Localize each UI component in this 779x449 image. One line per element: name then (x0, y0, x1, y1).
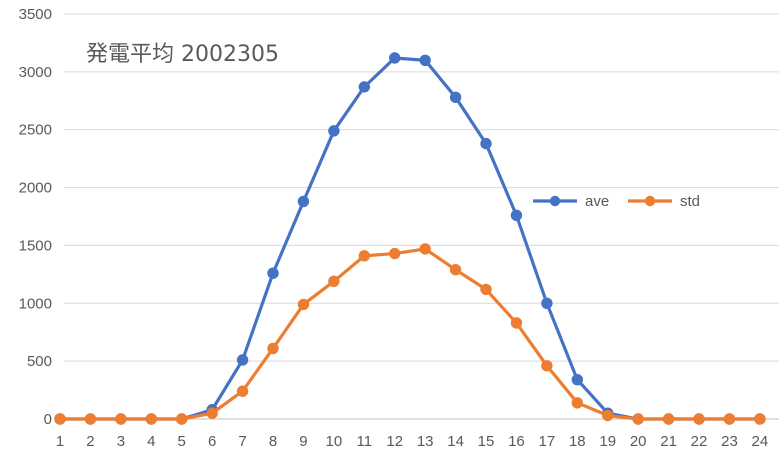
series-line-std (58, 247, 762, 421)
legend-swatch-marker (549, 195, 561, 207)
x-tick-label: 17 (539, 433, 556, 449)
data-point-ave (571, 373, 584, 386)
legend-item-ave: ave (533, 193, 609, 210)
x-tick-label: 22 (691, 433, 708, 449)
x-tick-label: 3 (117, 433, 125, 449)
data-point-std (328, 275, 340, 287)
data-point-std (602, 409, 614, 422)
x-tick-label: 14 (447, 433, 464, 449)
data-point-ave (541, 297, 553, 309)
x-tick-label: 12 (386, 433, 403, 449)
x-tick-label: 1 (56, 433, 64, 449)
y-tick-label: 2500 (19, 122, 52, 139)
data-point-std (723, 413, 736, 425)
data-point-ave (510, 209, 523, 222)
data-point-std (84, 413, 97, 425)
x-tick-label: 8 (269, 433, 277, 449)
data-point-ave (297, 195, 310, 208)
x-tick-label: 16 (508, 433, 525, 449)
data-point-std (176, 413, 188, 425)
data-point-ave (328, 125, 340, 137)
x-tick-label: 9 (299, 433, 307, 449)
legend: ave std (533, 193, 700, 210)
x-tick-label: 11 (357, 433, 373, 449)
x-tick-label: 13 (417, 433, 434, 449)
x-tick-label: 6 (208, 433, 216, 449)
data-point-std (115, 413, 127, 425)
data-point-std (662, 413, 675, 425)
data-point-ave (449, 91, 462, 104)
x-tick-label: 10 (326, 433, 343, 449)
data-point-std (449, 264, 462, 276)
legend-swatch-marker (644, 195, 656, 207)
data-point-std (54, 413, 66, 425)
data-point-ave (358, 81, 370, 93)
legend-item-std: std (628, 193, 700, 210)
series-line-ave (58, 56, 762, 421)
y-tick-label: 1500 (19, 237, 52, 254)
data-point-std (480, 283, 492, 296)
data-point-std (510, 317, 523, 329)
x-tick-label: 19 (599, 433, 616, 449)
data-point-std (145, 413, 157, 425)
data-point-std (267, 342, 279, 355)
data-point-std (419, 243, 431, 255)
x-tick-label: 2 (86, 433, 94, 449)
data-point-std (236, 385, 249, 397)
data-point-ave (419, 54, 431, 66)
x-tick-label: 7 (238, 433, 246, 449)
y-tick-label: 0 (44, 411, 52, 428)
x-tick-label: 23 (721, 433, 738, 449)
series-std (54, 243, 766, 425)
y-axis-tick-labels: 0 500 1000 1500 2000 2500 3000 3500 (19, 6, 52, 428)
x-tick-label: 21 (660, 433, 677, 449)
x-tick-label: 18 (569, 433, 586, 449)
data-point-std (389, 247, 401, 260)
x-tick-label: 20 (630, 433, 647, 449)
data-point-ave (236, 354, 249, 366)
data-point-std (754, 413, 766, 425)
series-ave (54, 52, 766, 425)
data-point-std (571, 397, 584, 409)
x-tick-label: 4 (147, 433, 155, 449)
x-tick-label: 15 (478, 433, 495, 449)
data-point-std (541, 360, 553, 372)
chart-title: 発電平均 2002305 (86, 42, 279, 67)
y-tick-label: 500 (27, 353, 52, 370)
y-tick-label: 3000 (19, 64, 52, 81)
data-point-std (693, 413, 705, 425)
x-tick-label: 5 (178, 433, 186, 449)
legend-label: ave (585, 193, 609, 210)
data-point-std (358, 250, 370, 262)
y-tick-label: 3500 (19, 6, 52, 23)
data-point-ave (389, 52, 401, 64)
data-point-std (206, 407, 218, 419)
data-point-ave (480, 137, 492, 150)
y-tick-label: 2000 (19, 180, 52, 197)
data-point-std (297, 298, 310, 311)
series-layer (54, 52, 766, 425)
data-point-std (632, 413, 644, 425)
legend-label: std (680, 193, 700, 210)
y-tick-label: 1000 (19, 295, 52, 312)
x-tick-label: 24 (752, 433, 769, 449)
x-axis-tick-labels: 1 2 3 4 5 6 7 8 9 10 11 12 13 14 15 16 17 18 19 20 21 22 23 24 (56, 433, 768, 449)
data-point-ave (267, 267, 279, 279)
